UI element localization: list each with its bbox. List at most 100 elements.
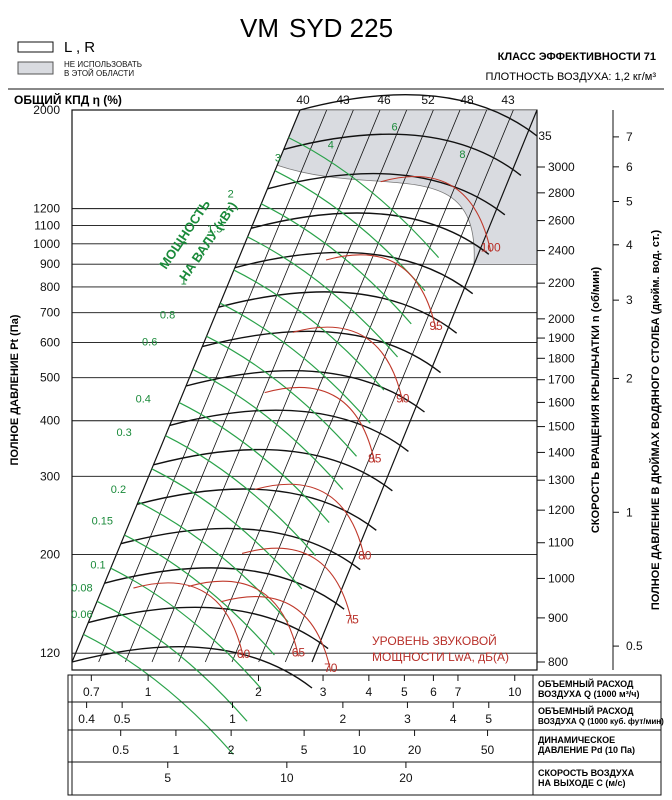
rpm-tick-label: 1100 [548,536,574,550]
power-label: 1 [181,276,187,288]
q-cfm-label: 1 [229,712,236,726]
rpm-tick-label: 1200 [548,503,575,517]
pd-label: 5 [301,743,308,757]
power-label: 0.4 [136,393,151,405]
rpm-tick-label: 900 [548,611,568,625]
sound-label: 75 [345,612,359,626]
scale4-label-line1: СКОРОСТЬ ВОЗДУХА [538,768,635,778]
inch-tick-label: 2 [626,371,633,385]
sound-curve [188,580,299,657]
q-m3h-label: 5 [401,685,408,699]
velocity-label: 5 [164,771,171,785]
rpm-tick-label: 1700 [548,373,575,387]
fan-speed-curve [169,409,409,452]
power-curve [233,269,385,391]
rpm-tick-label: 1000 [548,571,575,585]
fan-speed-curve [71,645,313,689]
sound-label: 95 [429,319,443,333]
sound-curve [292,326,404,403]
pd-label: 50 [481,743,495,757]
system-curve [151,109,381,663]
power-label: 0.6 [142,337,157,349]
power-curve [274,170,426,292]
pressure-tick-label: 300 [40,469,60,483]
scale2-label-line2: ВОЗДУХА Q (1000 куб. фут/мин) [538,717,664,726]
system-curve [98,109,328,663]
q-cfm-label: 0.5 [114,712,131,726]
system-curve [231,109,461,663]
legend-lr-swatch [17,41,54,53]
band-right-boundary [311,109,538,663]
pressure-tick-label: 2000 [33,103,60,117]
power-label: 0.2 [111,484,126,496]
power-curve [124,534,275,656]
sound-annotation-line2: МОЩНОСТИ LwA, дБ(А) [372,650,509,664]
power-curve [192,368,344,490]
efficiency-label: 48 [460,93,474,107]
power-curve [96,600,248,722]
q-cfm-label: 2 [340,712,347,726]
q-m3h-label: 10 [508,685,522,699]
efficiency-label: 46 [377,93,391,107]
q-cfm-label: 3 [404,712,411,726]
air-density: ПЛОТНОСТЬ ВОЗДУХА: 1,2 кг/м³ [486,71,657,83]
sound-labels: 60 65 70 75 80 85 90 95 100 [237,241,501,675]
pressure-tick-label: 800 [40,280,60,294]
scale-q-m3h: 0.7 1 2 3 4 5 6 7 10 [83,675,522,699]
rpm-axis-label: СКОРОСТЬ ВРАЩЕНИЯ КРЫЛЬЧАТКИ n (об/мин) [590,267,602,534]
rpm-tick-label: 1800 [548,351,575,365]
rpm-tick-label: 1900 [548,331,575,345]
rpm-tick-label: 2800 [548,186,575,200]
scale-velocity: 5 10 20 [164,762,413,785]
fan-speed-curve [202,330,442,374]
q-cfm-label: 4 [450,712,457,726]
chart-curves [71,93,538,755]
inch-tick-label: 4 [626,238,633,252]
pressure-tick-label: 1100 [34,218,60,232]
chart-grid [72,109,537,654]
fan-speed-curve [267,172,506,216]
velocity-label: 20 [399,771,413,785]
fan-speed-curve [120,527,361,571]
bottom-scales-frame [67,674,662,796]
inch-tick-label: 5 [626,195,633,209]
legend-lr: L , R [64,39,95,56]
power-curve [260,203,412,325]
y-axis-label: ПОЛНОЕ ДАВЛЕНИЕ Pt (Па) [9,314,21,465]
sound-label: 85 [368,452,382,466]
rpm-tick-label: 2400 [548,244,575,258]
system-curve [258,109,488,663]
scale2-label-line1: ОБЪЕМНЫЙ РАСХОД [538,705,634,716]
q-m3h-label: 6 [430,685,437,699]
pressure-tick-label: 600 [40,335,60,349]
velocity-label: 10 [280,771,294,785]
q-m3h-label: 2 [255,685,262,699]
rpm-tick-label: 3000 [548,160,575,174]
pressure-tick-label: 900 [40,257,60,271]
sound-label: 90 [396,391,410,405]
power-label: 3 [275,153,281,165]
power-curve [83,633,234,755]
title-size: SYD 225 [289,13,393,43]
scale-dynamic-pressure: 0.5 1 2 5 10 20 50 [112,730,495,757]
inch-axis-label: ПОЛНОЕ ДАВЛЕНИЕ В ДЮЙМАХ ВОДЯНОГО СТОЛБА… [649,229,662,610]
title-model: VM [240,13,279,43]
pd-label: 10 [353,743,367,757]
legend-unused-swatch [17,61,54,75]
sound-curve [254,483,366,560]
scale4-label-line2: НА ВЫХОДЕ C (м/с) [538,778,626,788]
rpm-tick-label: 2200 [548,276,575,290]
power-label: 0.8 [160,309,175,321]
inch-ticks: 7 6 5 4 3 2 1 0.5 [613,130,643,653]
power-curve [219,302,371,424]
sound-label: 80 [358,548,372,562]
rpm-tick-label: 800 [548,655,568,669]
sound-curve [325,254,437,331]
pd-label: 1 [173,743,180,757]
efficiency-label: 40 [296,93,310,107]
q-m3h-label: 0.7 [83,685,100,699]
q-m3h-label: 4 [366,685,373,699]
scale-q-cfm: 0.4 0.5 1 2 3 4 5 [78,702,492,726]
